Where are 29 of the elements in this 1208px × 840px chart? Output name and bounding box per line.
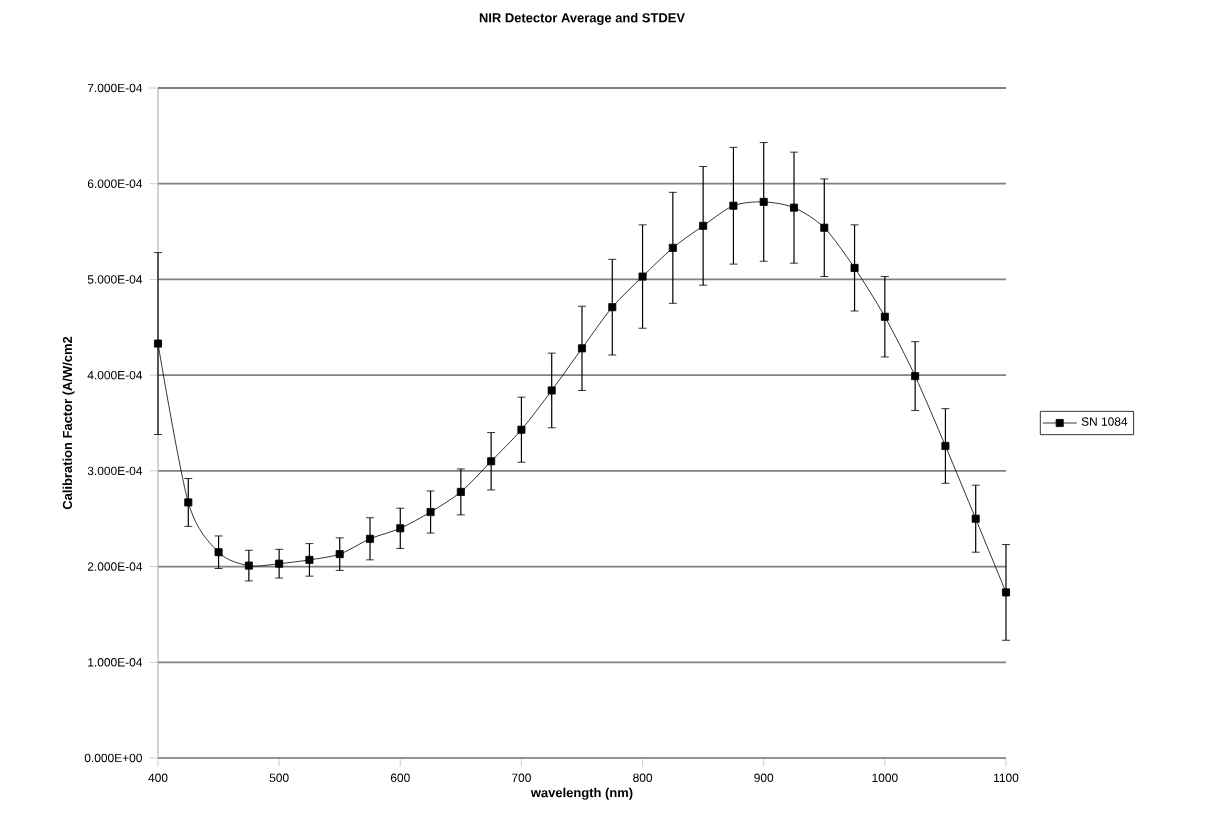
point	[426, 508, 435, 516]
point	[941, 441, 950, 450]
point	[850, 263, 859, 272]
point	[759, 197, 768, 206]
point	[456, 487, 465, 496]
point	[487, 457, 496, 466]
point	[608, 303, 617, 312]
point	[517, 425, 526, 434]
point	[699, 221, 708, 230]
point	[668, 243, 677, 252]
point	[154, 339, 162, 348]
point	[396, 524, 405, 533]
point	[547, 386, 556, 395]
point	[729, 201, 738, 210]
point	[1002, 588, 1010, 597]
point	[638, 272, 647, 281]
point	[275, 559, 284, 568]
point	[911, 372, 920, 381]
point	[214, 548, 223, 557]
point	[578, 344, 586, 353]
point	[305, 555, 314, 564]
point	[244, 561, 253, 570]
point	[880, 312, 889, 321]
point	[335, 550, 344, 559]
point	[790, 203, 798, 212]
point	[366, 534, 374, 543]
point	[184, 498, 193, 507]
point	[820, 223, 829, 232]
point	[971, 514, 980, 523]
